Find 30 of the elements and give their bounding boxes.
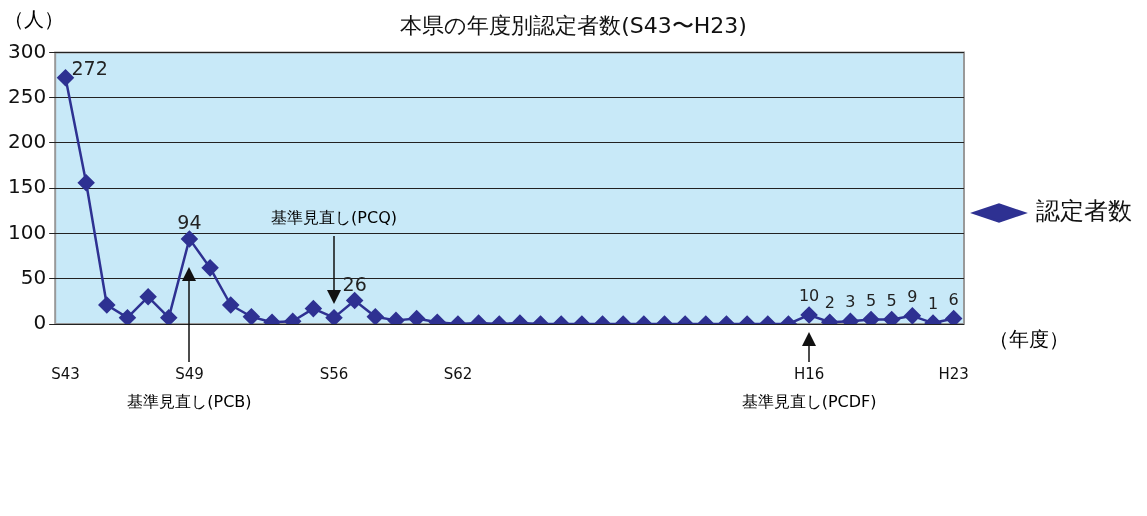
x-tick-label: H23 <box>938 364 969 383</box>
legend-label: 認定者数 <box>1036 197 1132 226</box>
data-label: 5 <box>886 290 897 310</box>
x-axis-title: （年度） <box>989 326 1069 353</box>
data-label: 2 <box>824 293 835 313</box>
x-tick-label: S62 <box>443 364 473 383</box>
data-label: 94 <box>177 211 202 234</box>
x-tick-label: S49 <box>175 364 204 383</box>
x-tick-label: H16 <box>793 364 825 383</box>
y-tick-label: 250 <box>7 83 47 108</box>
data-label: 5 <box>865 290 877 310</box>
data-label: 6 <box>948 289 959 309</box>
text: 基準見直し(PCDF) <box>740 392 878 413</box>
data-label: 272 <box>71 57 108 80</box>
text: 基準見直し(PCB) <box>126 392 253 413</box>
y-tick-label: 300 <box>7 38 47 63</box>
x-tick-label: S56 <box>319 364 349 383</box>
annotation: 基準見直し(PCQ) <box>270 207 398 229</box>
y-axis-title: （人） <box>4 6 64 34</box>
y-tick-label: 50 <box>20 264 47 289</box>
y-tick-label: 150 <box>7 174 47 199</box>
data-label: 3 <box>845 292 856 312</box>
data-label: 10 <box>798 286 820 306</box>
y-tick-label: 100 <box>7 219 47 244</box>
chart-title: 本県の年度別認定者数(S43〜H23) <box>400 12 747 38</box>
data-label: 1 <box>927 294 939 314</box>
y-tick-label: 0 <box>33 310 47 335</box>
x-tick-label: S43 <box>51 364 80 383</box>
y-tick-label: 200 <box>7 129 47 154</box>
data-label: 9 <box>907 287 918 307</box>
